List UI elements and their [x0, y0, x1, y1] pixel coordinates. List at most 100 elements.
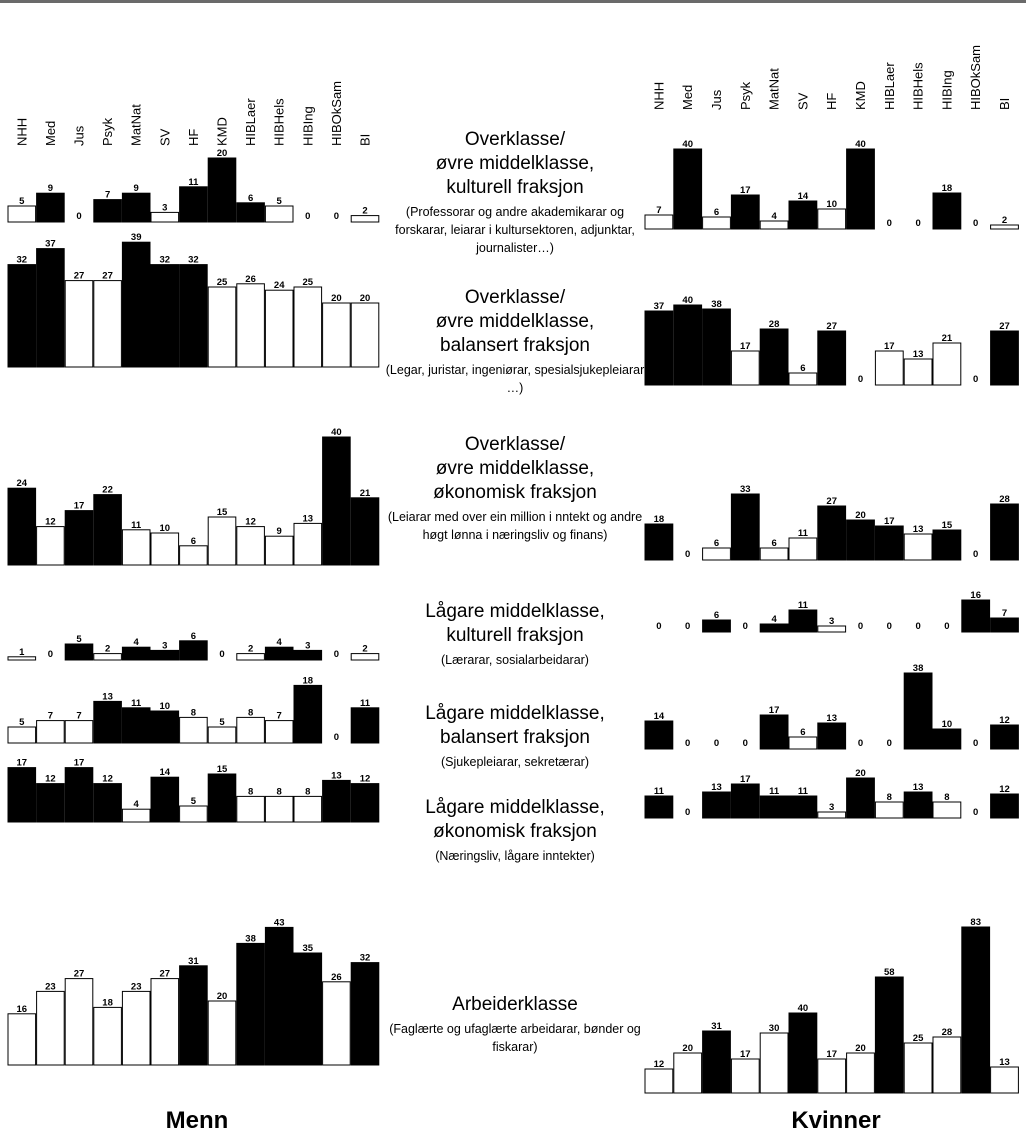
value-label-menn-g4-jus: 5 — [76, 634, 82, 645]
group-title-6: Lågare middelklasse, økonomisk fraksjon — [425, 797, 605, 842]
bar-menn-g2-psyk — [93, 280, 122, 368]
value-label-menn-g1-hiboksam: 0 — [334, 211, 339, 222]
value-label-kvinner-g1-med: 40 — [682, 139, 693, 150]
group-title-1: Overklasse/ øvre middelklasse, kulturell… — [435, 129, 595, 198]
value-label-kvinner-g3-hibing: 15 — [942, 520, 953, 531]
bar-kvinner-g2-hf — [817, 330, 847, 386]
bar-kvinner-g3-hibhels — [903, 533, 933, 561]
category-label-menn-jus: Jus — [72, 125, 87, 146]
bar-menn-g7-bi — [350, 962, 380, 1066]
value-label-menn-g4-hibing: 3 — [305, 640, 310, 651]
value-label-menn-g2-kmd: 25 — [217, 277, 228, 288]
value-label-kvinner-g2-kmd: 0 — [858, 374, 863, 385]
bar-menn-g3-hiboksam — [322, 436, 351, 566]
value-label-menn-g4-nhh: 1 — [19, 647, 25, 658]
value-label-kvinner-g6-jus: 13 — [711, 782, 722, 793]
group-desc-3: (Leiarar med over ein million i nntekt o… — [387, 510, 643, 542]
value-label-kvinner-g2-sv: 6 — [800, 363, 805, 374]
value-label-kvinner-g7-psyk: 17 — [740, 1049, 751, 1060]
bar-menn-g5-bi — [350, 707, 380, 744]
value-label-menn-g6-med: 12 — [45, 774, 56, 785]
bar-kvinner-g3-hiblaer — [874, 525, 904, 561]
group-desc-4: (Lærarar, sosialarbeidarar) — [441, 653, 589, 667]
bar-kvinner-g1-hibing — [932, 192, 962, 230]
bar-menn-g3-med — [36, 526, 65, 566]
category-label-menn-nhh: NHH — [14, 118, 29, 146]
value-label-menn-g5-hf: 8 — [191, 707, 196, 718]
category-label-kvinner-hiblaer: HIBLaer — [882, 62, 897, 110]
bar-menn-g5-hf — [179, 716, 208, 744]
bar-kvinner-g2-hiblaer — [874, 350, 904, 386]
bar-kvinner-g3-matnat — [759, 547, 789, 561]
value-label-kvinner-g6-hibhels: 13 — [913, 782, 924, 793]
value-label-menn-g4-hiboksam: 0 — [334, 649, 339, 660]
bar-menn-g6-psyk — [93, 783, 122, 823]
value-label-kvinner-g7-hiblaer: 58 — [884, 967, 895, 978]
value-label-kvinner-g5-bi: 12 — [999, 715, 1010, 726]
value-label-menn-g1-sv: 3 — [162, 202, 167, 213]
group-label-4: Lågare middelklasse, kulturell fraksjon … — [380, 600, 650, 669]
value-label-menn-g4-bi: 2 — [362, 644, 367, 655]
bar-kvinner-g5-bi — [990, 724, 1019, 750]
bar-kvinner-g3-bi — [990, 503, 1019, 561]
bar-menn-g5-hibhels — [264, 720, 294, 744]
bar-kvinner-g2-nhh — [644, 310, 674, 386]
bar-kvinner-g7-hibhels — [903, 1042, 933, 1094]
bar-kvinner-g7-kmd — [846, 1052, 875, 1094]
value-label-menn-g6-bi: 12 — [360, 774, 371, 785]
bar-menn-g6-med — [36, 783, 65, 823]
bar-kvinner-g3-kmd — [846, 519, 875, 561]
bar-kvinner-g7-matnat — [759, 1032, 789, 1094]
value-label-kvinner-g3-kmd: 20 — [855, 510, 866, 521]
value-label-kvinner-g4-hibhels: 0 — [915, 621, 920, 632]
value-label-menn-g6-matnat: 4 — [134, 799, 140, 810]
value-label-kvinner-g5-jus: 0 — [714, 738, 719, 749]
category-label-kvinner-kmd: KMD — [853, 81, 868, 110]
value-label-menn-g4-med: 0 — [48, 649, 53, 660]
value-label-menn-g4-matnat: 4 — [134, 637, 140, 648]
value-label-kvinner-g6-med: 0 — [685, 807, 690, 818]
value-label-menn-g7-med: 23 — [45, 981, 56, 992]
value-label-kvinner-g3-hiblaer: 17 — [884, 516, 895, 527]
bar-kvinner-g3-hibing — [932, 529, 962, 561]
value-label-menn-g1-matnat: 9 — [134, 183, 139, 194]
value-label-menn-g4-sv: 3 — [162, 640, 167, 651]
bar-kvinner-g7-sv — [788, 1012, 818, 1094]
bar-kvinner-g6-jus — [702, 791, 731, 819]
bar-kvinner-g7-jus — [702, 1030, 731, 1094]
group-desc-6: (Næringsliv, lågare inntekter) — [435, 849, 595, 863]
value-label-kvinner-g7-hibhels: 25 — [913, 1033, 924, 1044]
category-label-menn-hiboksam: HIBOkSam — [329, 81, 344, 146]
value-label-menn-g2-hiblaer: 26 — [245, 274, 256, 285]
value-label-menn-g1-kmd: 20 — [217, 148, 228, 159]
value-label-kvinner-g5-sv: 6 — [800, 727, 805, 738]
bar-menn-g2-med — [36, 248, 65, 368]
bar-menn-g7-sv — [150, 978, 180, 1066]
value-label-menn-g5-hibing: 18 — [303, 675, 314, 686]
value-label-menn-g3-hiboksam: 40 — [331, 427, 342, 438]
bar-menn-g1-hiblaer — [236, 202, 265, 223]
value-label-kvinner-g5-hiboksam: 0 — [973, 738, 978, 749]
bar-kvinner-g7-nhh — [644, 1068, 674, 1094]
bar-kvinner-g4-sv — [788, 609, 818, 633]
bar-kvinner-g6-hibing — [932, 801, 962, 819]
category-label-menn-hibing: HIBIng — [300, 106, 315, 146]
bar-menn-g6-jus — [64, 767, 94, 823]
value-label-menn-g5-sv: 10 — [160, 701, 171, 712]
bar-kvinner-g5-hf — [817, 722, 847, 750]
value-label-kvinner-g7-jus: 31 — [711, 1021, 722, 1032]
value-label-menn-g3-sv: 10 — [160, 523, 171, 534]
bar-kvinner-g7-psyk — [730, 1058, 760, 1094]
bar-kvinner-g3-psyk — [730, 493, 760, 561]
category-label-kvinner-nhh: NHH — [651, 82, 666, 110]
bar-menn-g3-sv — [150, 532, 180, 566]
value-label-kvinner-g2-med: 40 — [682, 295, 693, 306]
bar-menn-g2-hiboksam — [322, 302, 351, 368]
value-label-kvinner-g4-sv: 11 — [798, 600, 809, 611]
value-label-kvinner-g6-sv: 11 — [798, 786, 809, 797]
value-label-menn-g7-psyk: 18 — [102, 997, 113, 1008]
bar-menn-g6-sv — [150, 776, 180, 823]
value-label-kvinner-g5-hf: 13 — [826, 713, 837, 724]
value-label-kvinner-g2-matnat: 28 — [769, 319, 780, 330]
